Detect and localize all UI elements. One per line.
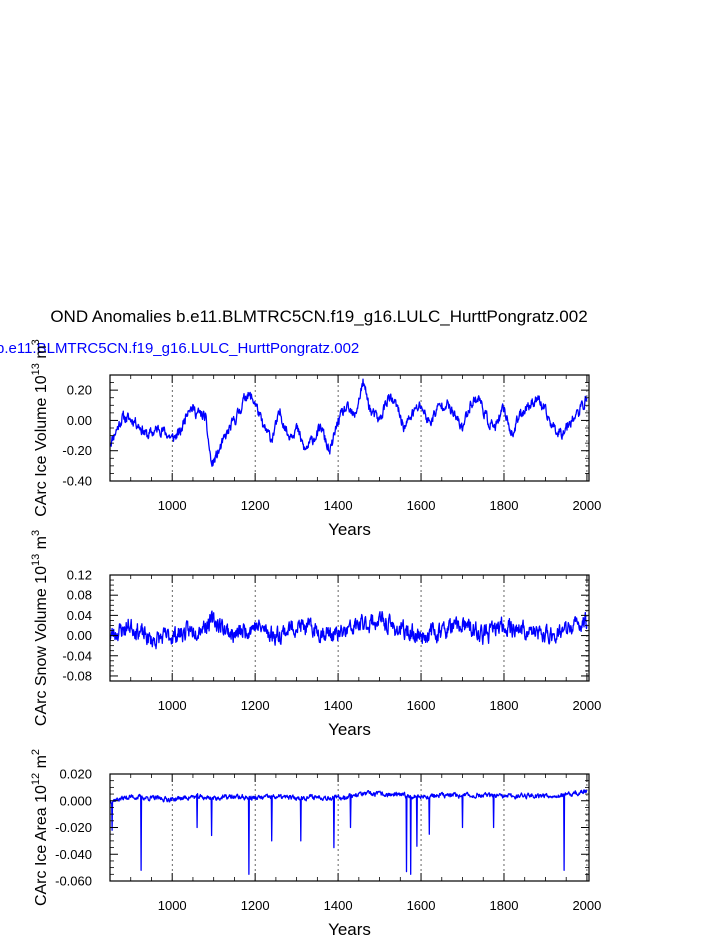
x-tick-label: 1400	[324, 898, 353, 913]
y-tick-label: -0.04	[62, 648, 92, 663]
x-tick-label: 1400	[324, 498, 353, 513]
x-tick-label: 1000	[158, 698, 187, 713]
panels: 1000 1200 1400 1600 1800 2000 Years -0.40 -0.20 0…	[30, 339, 601, 935]
x-tick-label: 1800	[490, 898, 519, 913]
x-tick-label: 1600	[407, 898, 436, 913]
x-tick-label: 1000	[158, 498, 187, 513]
x-tick-label: 1600	[407, 498, 436, 513]
y-tick-label: 0.000	[59, 793, 92, 808]
figure-title: OND Anomalies b.e11.BLMTRC5CN.f19_g16.LU…	[50, 307, 587, 326]
y-tick-label: 0.08	[67, 588, 92, 603]
panel-2: 1000 1200 1400 1600 1800 2000 Years -0.08 -0.04 0…	[30, 530, 601, 739]
y-tick-label: -0.020	[55, 820, 92, 835]
panel-3: 1000 1200 1400 1600 1800 2000 Years -0.060 -0.04…	[30, 749, 601, 935]
y-tick-label: -0.060	[55, 874, 92, 889]
x-axis-label: Years	[328, 720, 371, 739]
series-line	[109, 610, 588, 650]
x-axis-label: Years	[328, 920, 371, 935]
panel-1: 1000 1200 1400 1600 1800 2000 Years -0.40 -0.20 0…	[30, 339, 601, 539]
x-tick-label: 2000	[572, 498, 601, 513]
y-tick-label: 0.20	[67, 383, 92, 398]
y-tick-label: 0.04	[67, 608, 92, 623]
y-axis-label: CArc Ice Area 1012 m2	[30, 749, 50, 906]
y-axis-label: CArc Ice Volume 1013 m3	[30, 339, 50, 517]
plot-frame	[109, 574, 590, 682]
y-tick-label: 0.020	[59, 767, 92, 782]
y-tick-label: -0.08	[62, 668, 92, 683]
series-line	[109, 789, 588, 875]
y-axis-label: CArc Snow Volume 1013 m3	[30, 530, 50, 726]
y-tick-label: -0.20	[62, 443, 92, 458]
x-tick-label: 1800	[490, 498, 519, 513]
y-tick-label: 0.12	[67, 568, 92, 583]
y-tick-label: 0.00	[67, 628, 92, 643]
x-tick-label: 1200	[241, 498, 270, 513]
x-tick-label: 1400	[324, 698, 353, 713]
x-tick-label: 2000	[572, 898, 601, 913]
x-tick-label: 1600	[407, 698, 436, 713]
x-tick-label: 1200	[241, 698, 270, 713]
legend-label: b.e11.BLMTRC5CN.f19_g16.LULC_HurttPongra…	[0, 340, 359, 357]
plot-frame	[109, 773, 590, 882]
x-tick-label: 1000	[158, 898, 187, 913]
series-line	[109, 378, 588, 467]
y-tick-label: -0.40	[62, 474, 92, 489]
x-tick-label: 1800	[490, 698, 519, 713]
x-tick-label: 2000	[572, 698, 601, 713]
y-tick-label: 0.00	[67, 413, 92, 428]
y-tick-label: -0.040	[55, 847, 92, 862]
x-axis-label: Years	[328, 520, 371, 539]
x-tick-label: 1200	[241, 898, 270, 913]
